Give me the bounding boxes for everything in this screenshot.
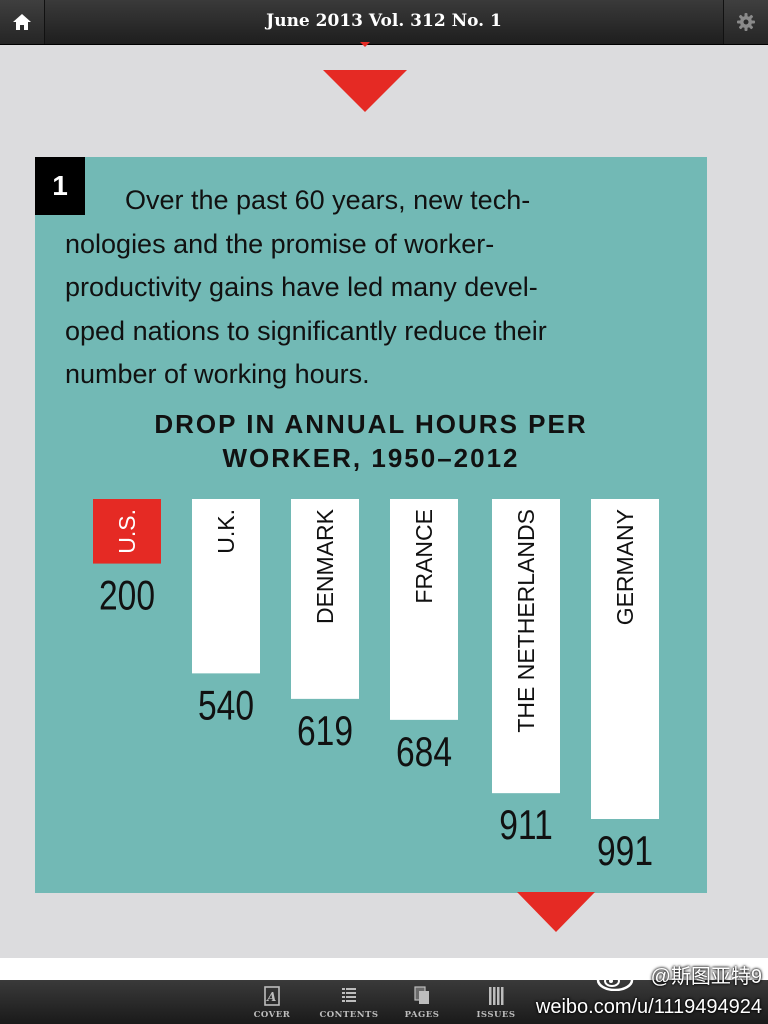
- bar-chart: U.S. 200 U.K. 540 DENMARK 619 FRANCE 684 THE NET…: [93, 499, 659, 875]
- value-label-denmark: 619: [297, 708, 353, 754]
- nav-issues[interactable]: ISSUES: [461, 982, 531, 1022]
- watermark-handle: @斯图亚特9: [650, 966, 762, 988]
- infographic-card: 1 Over the past 60 years, new tech- nolo…: [35, 157, 707, 893]
- intro-line: nologies and the promise of worker-: [65, 228, 495, 259]
- item-number-badge: 1: [35, 157, 85, 215]
- gear-icon: [737, 13, 755, 31]
- weibo-logo-icon: [596, 966, 638, 991]
- scroll-up-arrow[interactable]: [323, 70, 407, 112]
- svg-text:A: A: [266, 990, 277, 1004]
- watermark-url: weibo.com/u/1119494924: [535, 996, 762, 1018]
- bar-label-germany: GERMANY: [612, 509, 638, 625]
- nav-contents[interactable]: CONTENTS: [314, 982, 384, 1022]
- value-label-germany: 991: [597, 829, 653, 875]
- bar-u-k: [192, 499, 260, 674]
- watermark: @斯图亚特9 weibo.com/u/1119494924: [536, 962, 762, 1022]
- chart-title-line: WORKER, 1950–2012: [222, 443, 520, 473]
- chart-title: DROP IN ANNUAL HOURS PER WORKER, 1950–20…: [35, 407, 707, 475]
- issues-icon: [489, 987, 504, 1005]
- bar-germany: [591, 499, 659, 819]
- issue-title: June 2013 Vol. 312 No. 1: [266, 11, 502, 31]
- bar-label-the-netherlands: THE NETHERLANDS: [513, 509, 539, 733]
- bar-the-netherlands: [492, 499, 560, 794]
- settings-button[interactable]: [723, 0, 768, 44]
- intro-paragraph: Over the past 60 years, new tech- nologi…: [65, 179, 680, 397]
- cover-icon: A: [264, 986, 280, 1006]
- chart-title-line: DROP IN ANNUAL HOURS PER: [154, 409, 588, 439]
- bar-label-france: FRANCE: [411, 509, 437, 604]
- value-label-u-s: 200: [99, 573, 155, 619]
- value-label-france: 684: [396, 729, 452, 775]
- intro-line: Over the past 60 years, new tech-: [125, 185, 531, 215]
- bar-label-u-k: U.K.: [213, 509, 239, 554]
- intro-line: productivity gains have led many devel-: [65, 272, 538, 302]
- scroll-down-arrow[interactable]: [517, 892, 595, 932]
- bottom-nav-bar: A COVER CONTENTS PAGES ISSUES: [0, 980, 768, 1024]
- nav-cover[interactable]: A COVER: [237, 982, 307, 1022]
- contents-icon: [342, 988, 356, 1002]
- bar-france: [390, 499, 458, 720]
- intro-line: number of working hours.: [65, 359, 370, 389]
- top-bar: June 2013 Vol. 312 No. 1: [0, 0, 768, 45]
- page-marker: [360, 42, 370, 47]
- nav-issues-label: ISSUES: [476, 1010, 516, 1020]
- nav-pages[interactable]: PAGES: [387, 982, 457, 1022]
- value-label-the-netherlands: 911: [499, 803, 553, 849]
- page-edge: [0, 958, 768, 980]
- home-icon: [13, 14, 31, 30]
- intro-line: oped nations to significantly reduce the…: [65, 315, 547, 346]
- pages-icon: [414, 986, 429, 1004]
- nav-pages-label: PAGES: [404, 1010, 440, 1020]
- home-button[interactable]: [0, 0, 45, 44]
- value-label-u-k: 540: [198, 683, 254, 729]
- nav-contents-label: CONTENTS: [319, 1010, 379, 1020]
- bar-u-s: [93, 499, 161, 564]
- bar-label-denmark: DENMARK: [312, 508, 338, 624]
- bar-denmark: [291, 499, 359, 699]
- nav-cover-label: COVER: [253, 1010, 291, 1020]
- bar-label-u-s: U.S.: [114, 509, 140, 554]
